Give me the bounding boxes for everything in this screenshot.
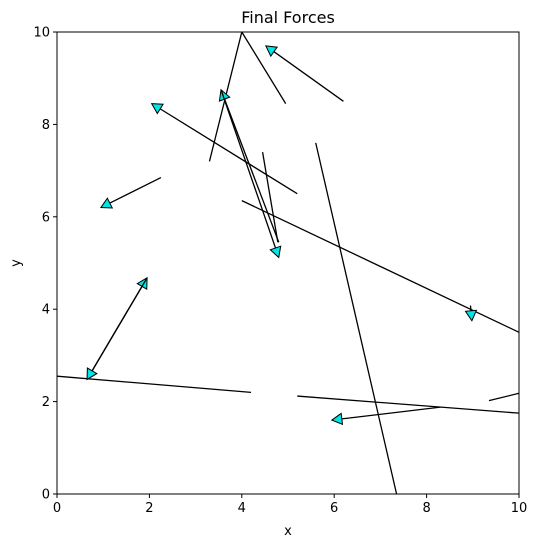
y-tick-label: 6 — [42, 210, 50, 225]
x-axis-ticks: 0 2 4 6 8 10 — [53, 494, 527, 516]
x-tick-label: 0 — [53, 501, 61, 516]
force-marks — [56, 31, 520, 495]
force-arrow-head — [264, 45, 279, 58]
force-arrow-head — [86, 367, 98, 381]
chart-title: Final Forces — [241, 8, 335, 27]
force-line — [297, 395, 520, 414]
plot-frame — [56, 31, 520, 495]
y-axis-ticks: 0 2 4 6 8 10 — [33, 26, 57, 503]
y-tick-label: 8 — [42, 118, 50, 133]
force-arrow-shaft — [91, 277, 148, 372]
force-arrow-shaft — [220, 89, 277, 249]
force-arrow-head — [330, 412, 344, 426]
force-arrow-head — [150, 103, 164, 115]
force-arrow-head — [269, 245, 282, 259]
x-tick-label: 2 — [145, 501, 153, 516]
force-arrow-shaft — [341, 406, 441, 420]
force-arrow-shaft — [273, 51, 344, 102]
x-tick-label: 10 — [511, 501, 528, 516]
y-tick-label: 0 — [42, 488, 50, 503]
y-tick-label: 4 — [42, 303, 50, 318]
force-line — [241, 31, 287, 104]
force-arrow-head — [99, 197, 114, 209]
plot-area — [56, 31, 520, 495]
force-arrow-head — [464, 309, 478, 322]
y-axis-label: y — [9, 259, 24, 267]
plot-background — [57, 32, 519, 494]
force-line — [488, 392, 520, 402]
force-arrow-shaft — [159, 108, 298, 195]
x-tick-label: 8 — [422, 501, 430, 516]
force-arrow-shaft — [109, 176, 162, 204]
force-line — [261, 152, 279, 243]
force-arrow-shaft — [223, 98, 280, 243]
force-line — [315, 142, 398, 495]
force-line — [56, 375, 252, 394]
y-tick-label: 10 — [33, 26, 50, 41]
x-tick-label: 4 — [238, 501, 246, 516]
x-tick-label: 6 — [330, 501, 338, 516]
x-axis-label: x — [284, 524, 292, 539]
y-tick-label: 2 — [42, 395, 50, 410]
